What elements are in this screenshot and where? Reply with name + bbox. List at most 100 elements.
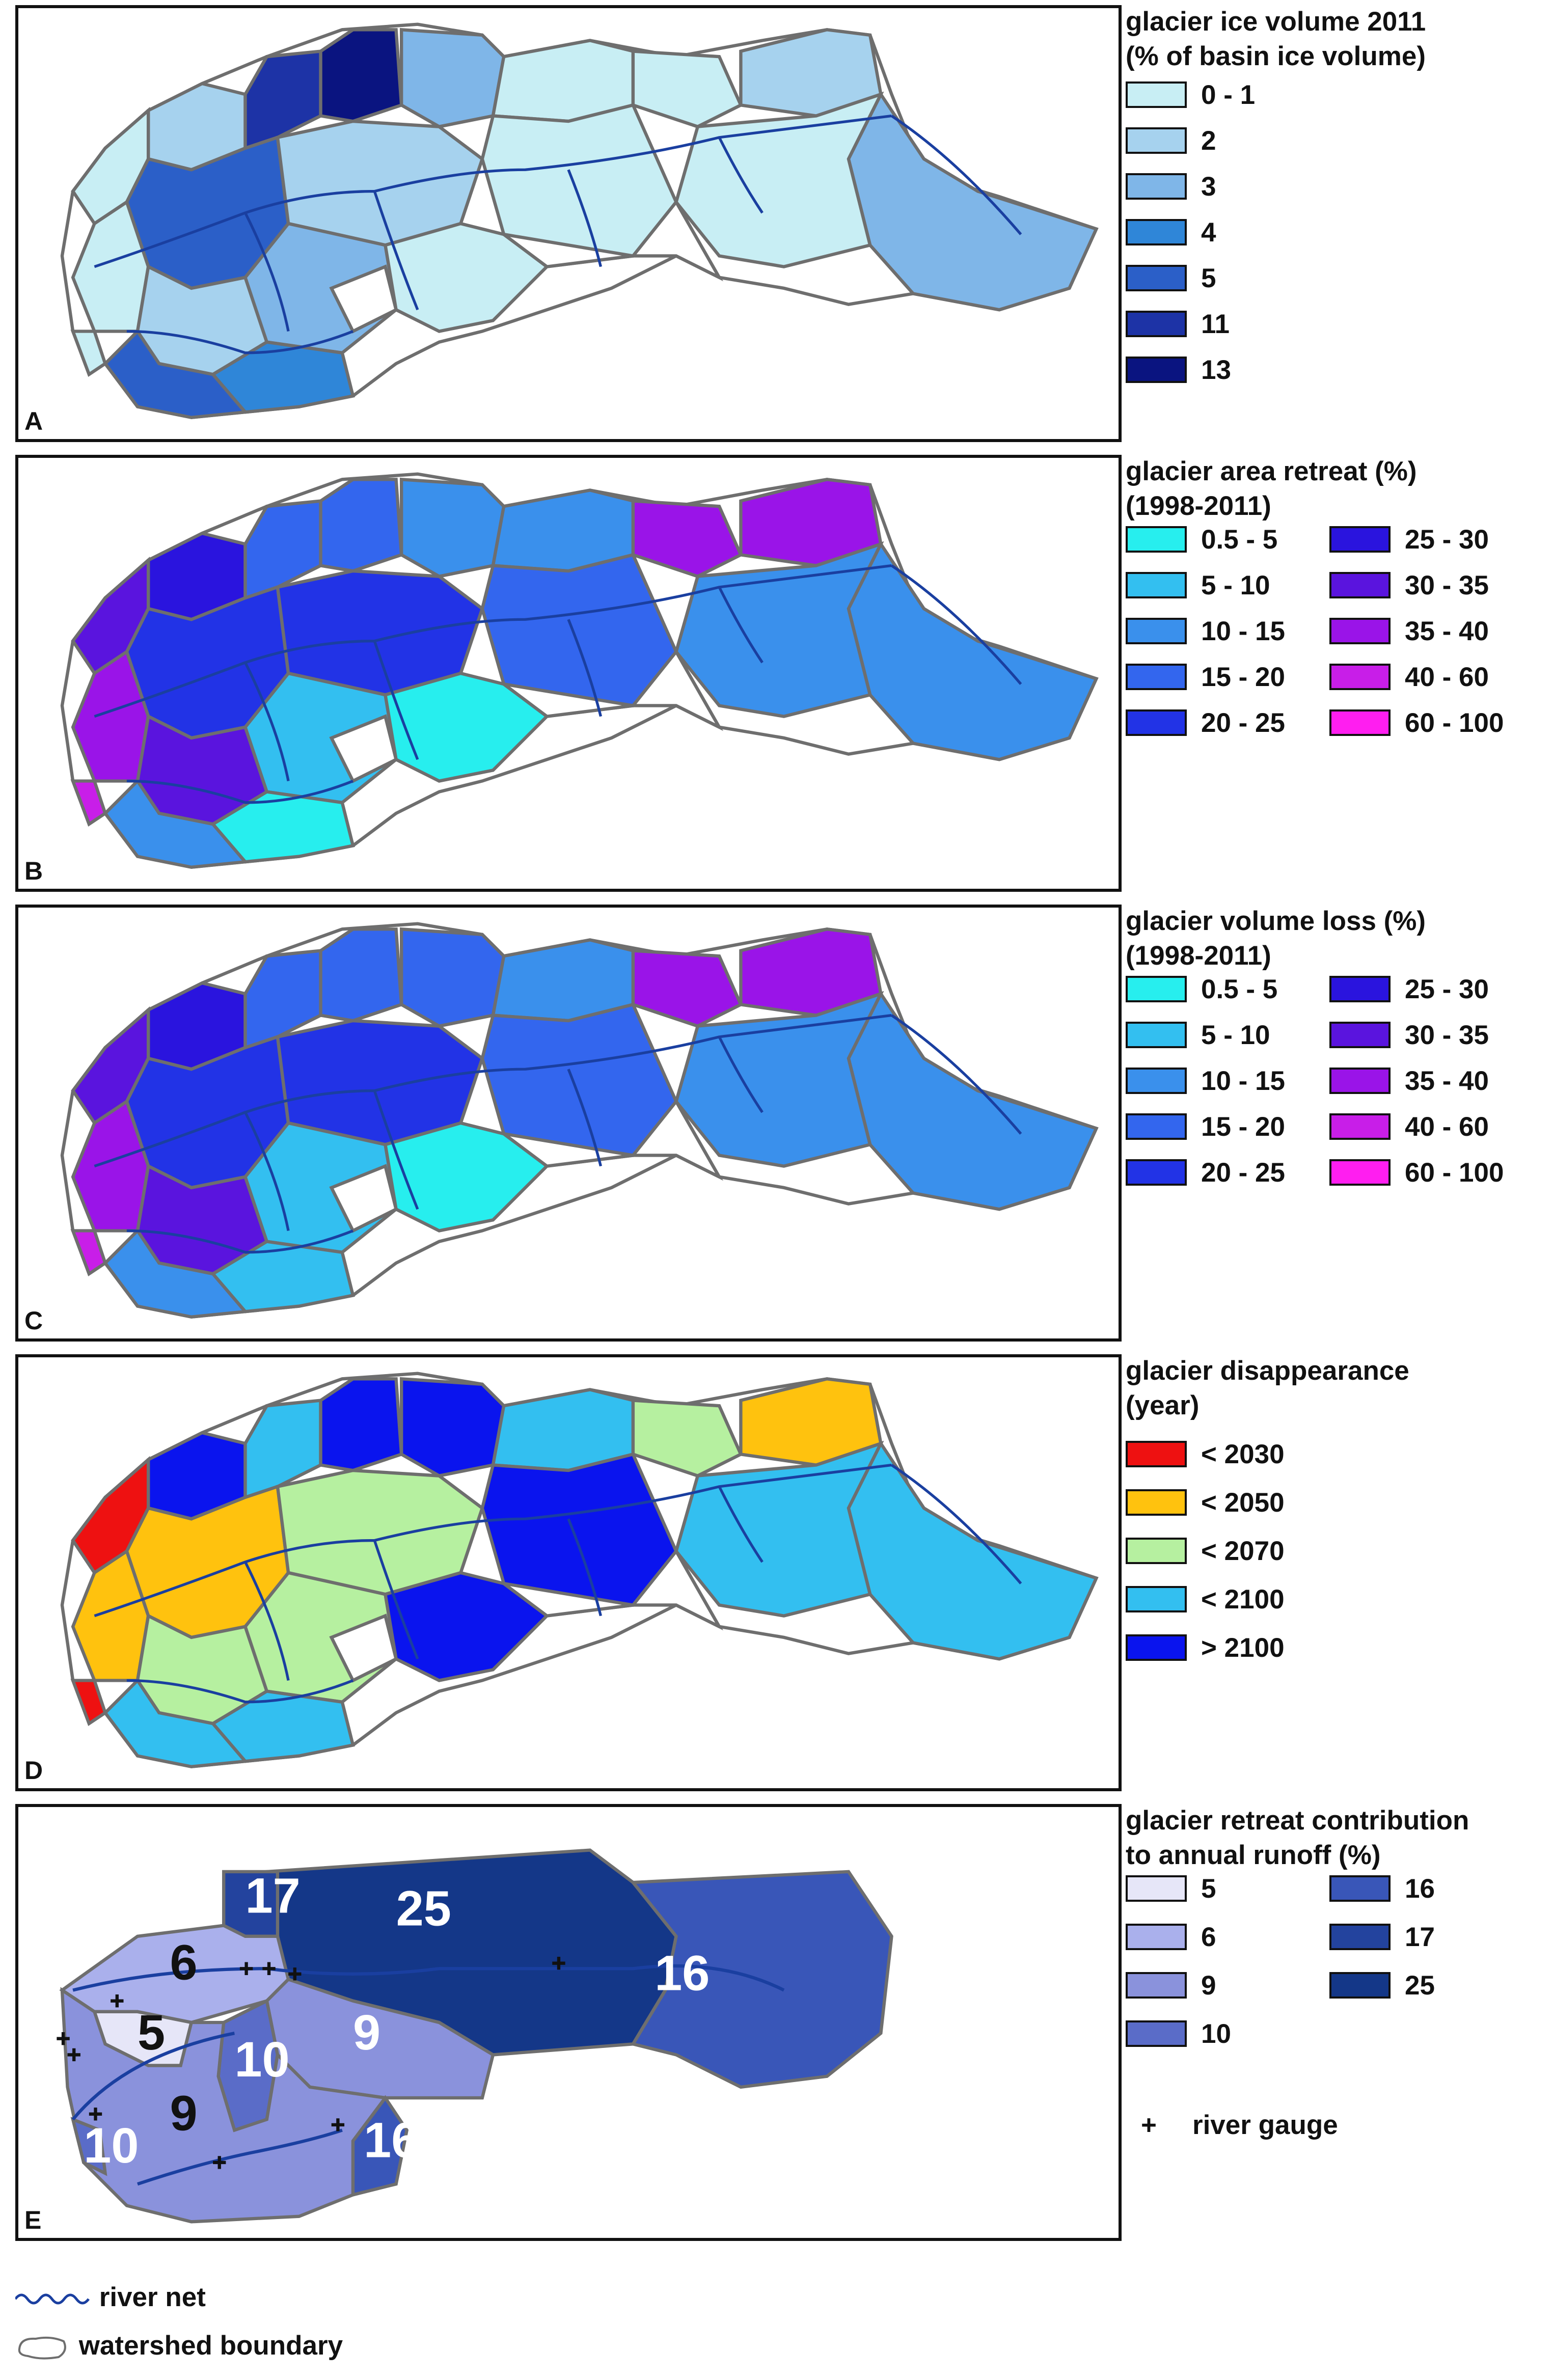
river-gauges [57, 1956, 565, 2169]
legend-swatch [1329, 1068, 1391, 1094]
legend-label: 5 [1201, 1874, 1216, 1904]
legend-label: 35 - 40 [1405, 616, 1489, 646]
legend-swatch [1126, 664, 1187, 690]
legend-swatch [1126, 1068, 1187, 1094]
basin-label: 9 [353, 2005, 380, 2060]
legend-label: 40 - 60 [1405, 662, 1489, 692]
legend-swatch [1126, 709, 1187, 736]
legend-swatch [1329, 709, 1391, 736]
basin-label: 25 [396, 1881, 451, 1936]
map-panel-d: D [15, 1354, 1122, 1791]
legend-swatch [1329, 1875, 1391, 1902]
sub-basin [210, 790, 355, 864]
basin-label: 16 [655, 1946, 710, 2001]
sub-basin [631, 949, 743, 1028]
river-gauge-label: river gauge [1192, 2110, 1338, 2140]
legend-swatch [1126, 1875, 1187, 1902]
legend-swatch [1126, 81, 1187, 108]
legend-label: 5 [1201, 263, 1216, 293]
legend-title-line: to annual runoff (%) [1126, 1840, 1381, 1870]
legend-label: 35 - 40 [1405, 1066, 1489, 1096]
legend-label: 3 [1201, 172, 1216, 202]
panel-letter: E [24, 2206, 42, 2234]
legend-label: 15 - 20 [1201, 1112, 1286, 1142]
legend-label: 11 [1201, 309, 1230, 339]
panel-letter: A [24, 407, 43, 435]
legend-swatch [1329, 664, 1391, 690]
sub-basin [319, 927, 403, 1023]
map-d [60, 1372, 1099, 1768]
legend-swatch [1126, 265, 1187, 291]
legend-swatch [1329, 1113, 1391, 1140]
map-c [60, 922, 1099, 1319]
legend-title-line: glacier disappearance [1126, 1356, 1409, 1386]
legend-label: 2 [1201, 126, 1216, 156]
legend-swatch [1329, 618, 1391, 644]
legend-swatch [1329, 1159, 1391, 1186]
basin-e-10 [351, 2095, 409, 2197]
sub-basin [383, 671, 550, 783]
legend-label: 15 - 20 [1201, 662, 1286, 692]
legend-swatch [1126, 1441, 1187, 1467]
basin-label: 16 [364, 2112, 419, 2168]
legend-label: 17 [1405, 1922, 1435, 1952]
panel-letter: C [24, 1306, 43, 1335]
unglaciated-basin [329, 714, 398, 783]
basin-label: 17 [246, 1868, 301, 1923]
basin-label: 5 [138, 2005, 165, 2060]
legend-label: 60 - 100 [1405, 1158, 1504, 1188]
unglaciated-basin [329, 1164, 398, 1233]
river-net-legend: river net [14, 2282, 206, 2313]
legend-label: 10 [1201, 2019, 1231, 2049]
legend-swatch [1329, 976, 1391, 1002]
basin-label: 10 [234, 2032, 289, 2087]
legend-label: > 2100 [1201, 1633, 1285, 1663]
river-gauge-symbol: + [1141, 2110, 1157, 2140]
unglaciated-basin [503, 1099, 724, 1181]
legend-label: 0 - 1 [1201, 80, 1256, 110]
legend-swatch [1126, 526, 1187, 553]
legend-swatch [1126, 1113, 1187, 1140]
river-net [94, 114, 1022, 354]
legend-swatch [1329, 1972, 1391, 1999]
legend-label: < 2050 [1201, 1488, 1285, 1518]
map-panel-c: C [15, 905, 1122, 1342]
legend-swatch [1329, 526, 1391, 553]
legend-swatch [1126, 1924, 1187, 1950]
legend-label: 30 - 35 [1405, 570, 1489, 600]
legend-title-line: glacier area retreat (%) [1126, 456, 1417, 486]
legend-title-line: (1998-2011) [1126, 491, 1271, 521]
legend-swatch [1126, 311, 1187, 337]
legend-swatch [1126, 1972, 1187, 1999]
sub-basin [70, 330, 107, 377]
map-e: 17 25 16 6 5 10 9 9 10 16 [57, 1848, 893, 2224]
legend-title-line: glacier ice volume 2011 [1126, 7, 1426, 37]
sub-basin [319, 478, 403, 573]
legend-title-line: glacier retreat contribution [1126, 1805, 1469, 1836]
legend-label: 9 [1201, 1971, 1216, 2001]
map-panel-a: A [15, 5, 1122, 442]
legend-label: 10 - 15 [1201, 616, 1286, 646]
sub-basin [70, 779, 107, 827]
legend-swatch [1126, 1159, 1187, 1186]
legend-label: 0.5 - 5 [1201, 974, 1278, 1004]
legend-swatch [1126, 572, 1187, 598]
unglaciated-basin [329, 1613, 398, 1683]
legend-swatch [1126, 2020, 1187, 2047]
sub-basin [319, 1377, 403, 1472]
legend-label: 0.5 - 5 [1201, 525, 1278, 555]
river-net [94, 1014, 1022, 1254]
legend-label: 4 [1201, 217, 1216, 248]
unglaciated-basin [503, 649, 724, 731]
legend-swatch [1126, 1489, 1187, 1516]
river-net [94, 1463, 1022, 1704]
legend-label: 25 [1405, 1971, 1435, 2001]
sub-basin [400, 1377, 506, 1478]
basin-e-9 [70, 2117, 107, 2176]
legend-label: < 2100 [1201, 1584, 1285, 1615]
sub-basin [70, 1229, 107, 1276]
map-panel-e: 17 25 16 6 5 10 9 9 10 16 E [15, 1804, 1122, 2241]
basin-label: 9 [170, 2086, 197, 2141]
legend-title-line: (year) [1126, 1390, 1200, 1420]
legend-label: 20 - 25 [1201, 708, 1286, 738]
